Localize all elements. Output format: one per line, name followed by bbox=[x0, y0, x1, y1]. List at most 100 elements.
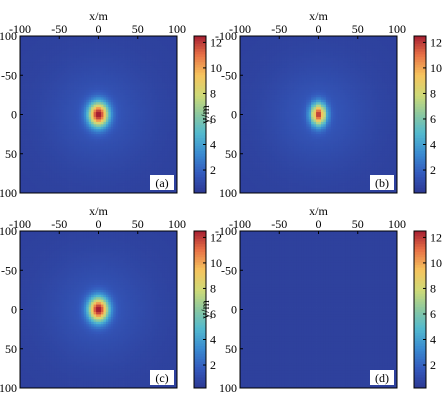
heatmap-cell bbox=[137, 126, 141, 130]
heatmap-cell bbox=[73, 43, 77, 47]
heatmap-cell bbox=[118, 170, 121, 174]
heatmap-cell bbox=[125, 116, 129, 120]
heatmap-cell bbox=[37, 126, 41, 130]
heatmap-cell bbox=[147, 153, 151, 157]
heatmap-cell bbox=[142, 134, 146, 137]
heatmap-cell bbox=[83, 38, 87, 42]
heatmap-cell bbox=[93, 80, 97, 84]
heatmap-cell bbox=[152, 143, 156, 147]
heatmap-cell bbox=[110, 60, 114, 64]
heatmap-cell bbox=[135, 114, 139, 118]
heatmap-cell bbox=[162, 139, 166, 142]
heatmap-cell bbox=[164, 107, 168, 110]
heatmap-cell bbox=[132, 136, 136, 140]
heatmap-cell bbox=[93, 161, 97, 164]
heatmap-cell bbox=[71, 166, 75, 169]
heatmap-cell bbox=[306, 65, 310, 69]
heatmap-cell bbox=[392, 48, 395, 52]
heatmap-cell bbox=[113, 126, 117, 130]
heatmap-cell bbox=[73, 85, 77, 88]
heatmap-cell bbox=[83, 36, 87, 39]
heatmap-cell bbox=[113, 170, 117, 174]
heatmap-cell bbox=[127, 119, 131, 123]
heatmap-cell bbox=[147, 114, 151, 118]
heatmap-cell bbox=[360, 53, 364, 57]
heatmap-cell bbox=[164, 173, 168, 177]
heatmap-cell bbox=[123, 178, 126, 182]
heatmap-cell bbox=[164, 102, 168, 106]
heatmap-cell bbox=[34, 77, 38, 81]
heatmap-cell bbox=[150, 72, 153, 76]
heatmap-cell bbox=[159, 94, 163, 98]
heatmap-cell bbox=[54, 151, 58, 155]
heatmap-cell bbox=[51, 148, 55, 152]
heatmap-cell bbox=[167, 94, 171, 98]
heatmap-cell bbox=[164, 136, 168, 140]
heatmap-cell bbox=[130, 134, 134, 137]
heatmap-cell bbox=[110, 190, 114, 194]
heatmap-cell bbox=[27, 43, 31, 47]
heatmap-cell bbox=[135, 136, 139, 140]
heatmap-cell bbox=[132, 89, 136, 93]
heatmap-cell bbox=[135, 75, 139, 79]
heatmap-cell bbox=[127, 131, 131, 135]
heatmap-cell bbox=[137, 134, 141, 137]
heatmap-cell bbox=[320, 62, 324, 66]
heatmap-cell bbox=[120, 136, 124, 140]
heatmap-cell bbox=[100, 75, 104, 79]
heatmap-cell bbox=[142, 121, 146, 125]
heatmap-cell bbox=[54, 50, 58, 54]
heatmap-cell bbox=[98, 188, 102, 191]
heatmap-cell bbox=[301, 43, 305, 47]
colorbar-segment bbox=[194, 114, 206, 118]
heatmap-cell bbox=[61, 109, 65, 113]
heatmap-cell bbox=[127, 58, 131, 61]
heatmap-cell bbox=[110, 65, 114, 69]
heatmap-cell bbox=[29, 180, 33, 184]
heatmap-cell bbox=[167, 116, 171, 120]
heatmap-cell bbox=[29, 129, 33, 133]
heatmap-cell bbox=[113, 58, 117, 61]
heatmap-cell bbox=[46, 116, 50, 120]
heatmap-cell bbox=[147, 40, 151, 44]
heatmap-cell bbox=[293, 45, 297, 49]
heatmap-cell bbox=[32, 143, 36, 147]
heatmap-cell bbox=[71, 114, 75, 118]
heatmap-cell bbox=[42, 161, 45, 164]
heatmap-cell bbox=[54, 55, 58, 59]
heatmap-cell bbox=[115, 168, 119, 172]
heatmap-cell bbox=[152, 55, 156, 59]
heatmap-cell bbox=[32, 146, 36, 150]
heatmap-cell bbox=[159, 92, 163, 96]
heatmap-cell bbox=[308, 43, 312, 47]
heatmap-cell bbox=[39, 124, 43, 128]
heatmap-cell bbox=[298, 38, 302, 42]
heatmap-cell bbox=[167, 166, 171, 169]
heatmap-cell bbox=[169, 70, 173, 74]
heatmap-cell bbox=[247, 50, 251, 54]
heatmap-cell bbox=[20, 94, 23, 98]
heatmap-cell bbox=[64, 109, 68, 113]
heatmap-cell bbox=[69, 170, 72, 174]
heatmap-cell bbox=[32, 126, 36, 130]
heatmap-cell bbox=[147, 143, 151, 147]
heatmap-cell bbox=[252, 58, 256, 61]
colorbar-segment bbox=[194, 151, 206, 155]
heatmap-cell bbox=[115, 109, 119, 113]
heatmap-cell bbox=[44, 94, 48, 98]
heatmap-cell bbox=[93, 129, 97, 133]
heatmap-cell bbox=[145, 175, 148, 179]
heatmap-cell bbox=[360, 38, 364, 42]
heatmap-cell bbox=[127, 89, 131, 93]
heatmap-cell bbox=[66, 185, 70, 189]
heatmap-cell bbox=[130, 119, 134, 123]
heatmap-cell bbox=[20, 131, 23, 135]
heatmap-cell bbox=[20, 185, 23, 189]
heatmap-cell bbox=[91, 161, 94, 164]
heatmap-cell bbox=[150, 102, 153, 106]
colorbar-segment bbox=[194, 62, 206, 66]
heatmap-cell bbox=[132, 107, 136, 110]
heatmap-cell bbox=[142, 141, 146, 145]
heatmap-cell bbox=[137, 48, 141, 52]
heatmap-cell bbox=[78, 173, 82, 177]
